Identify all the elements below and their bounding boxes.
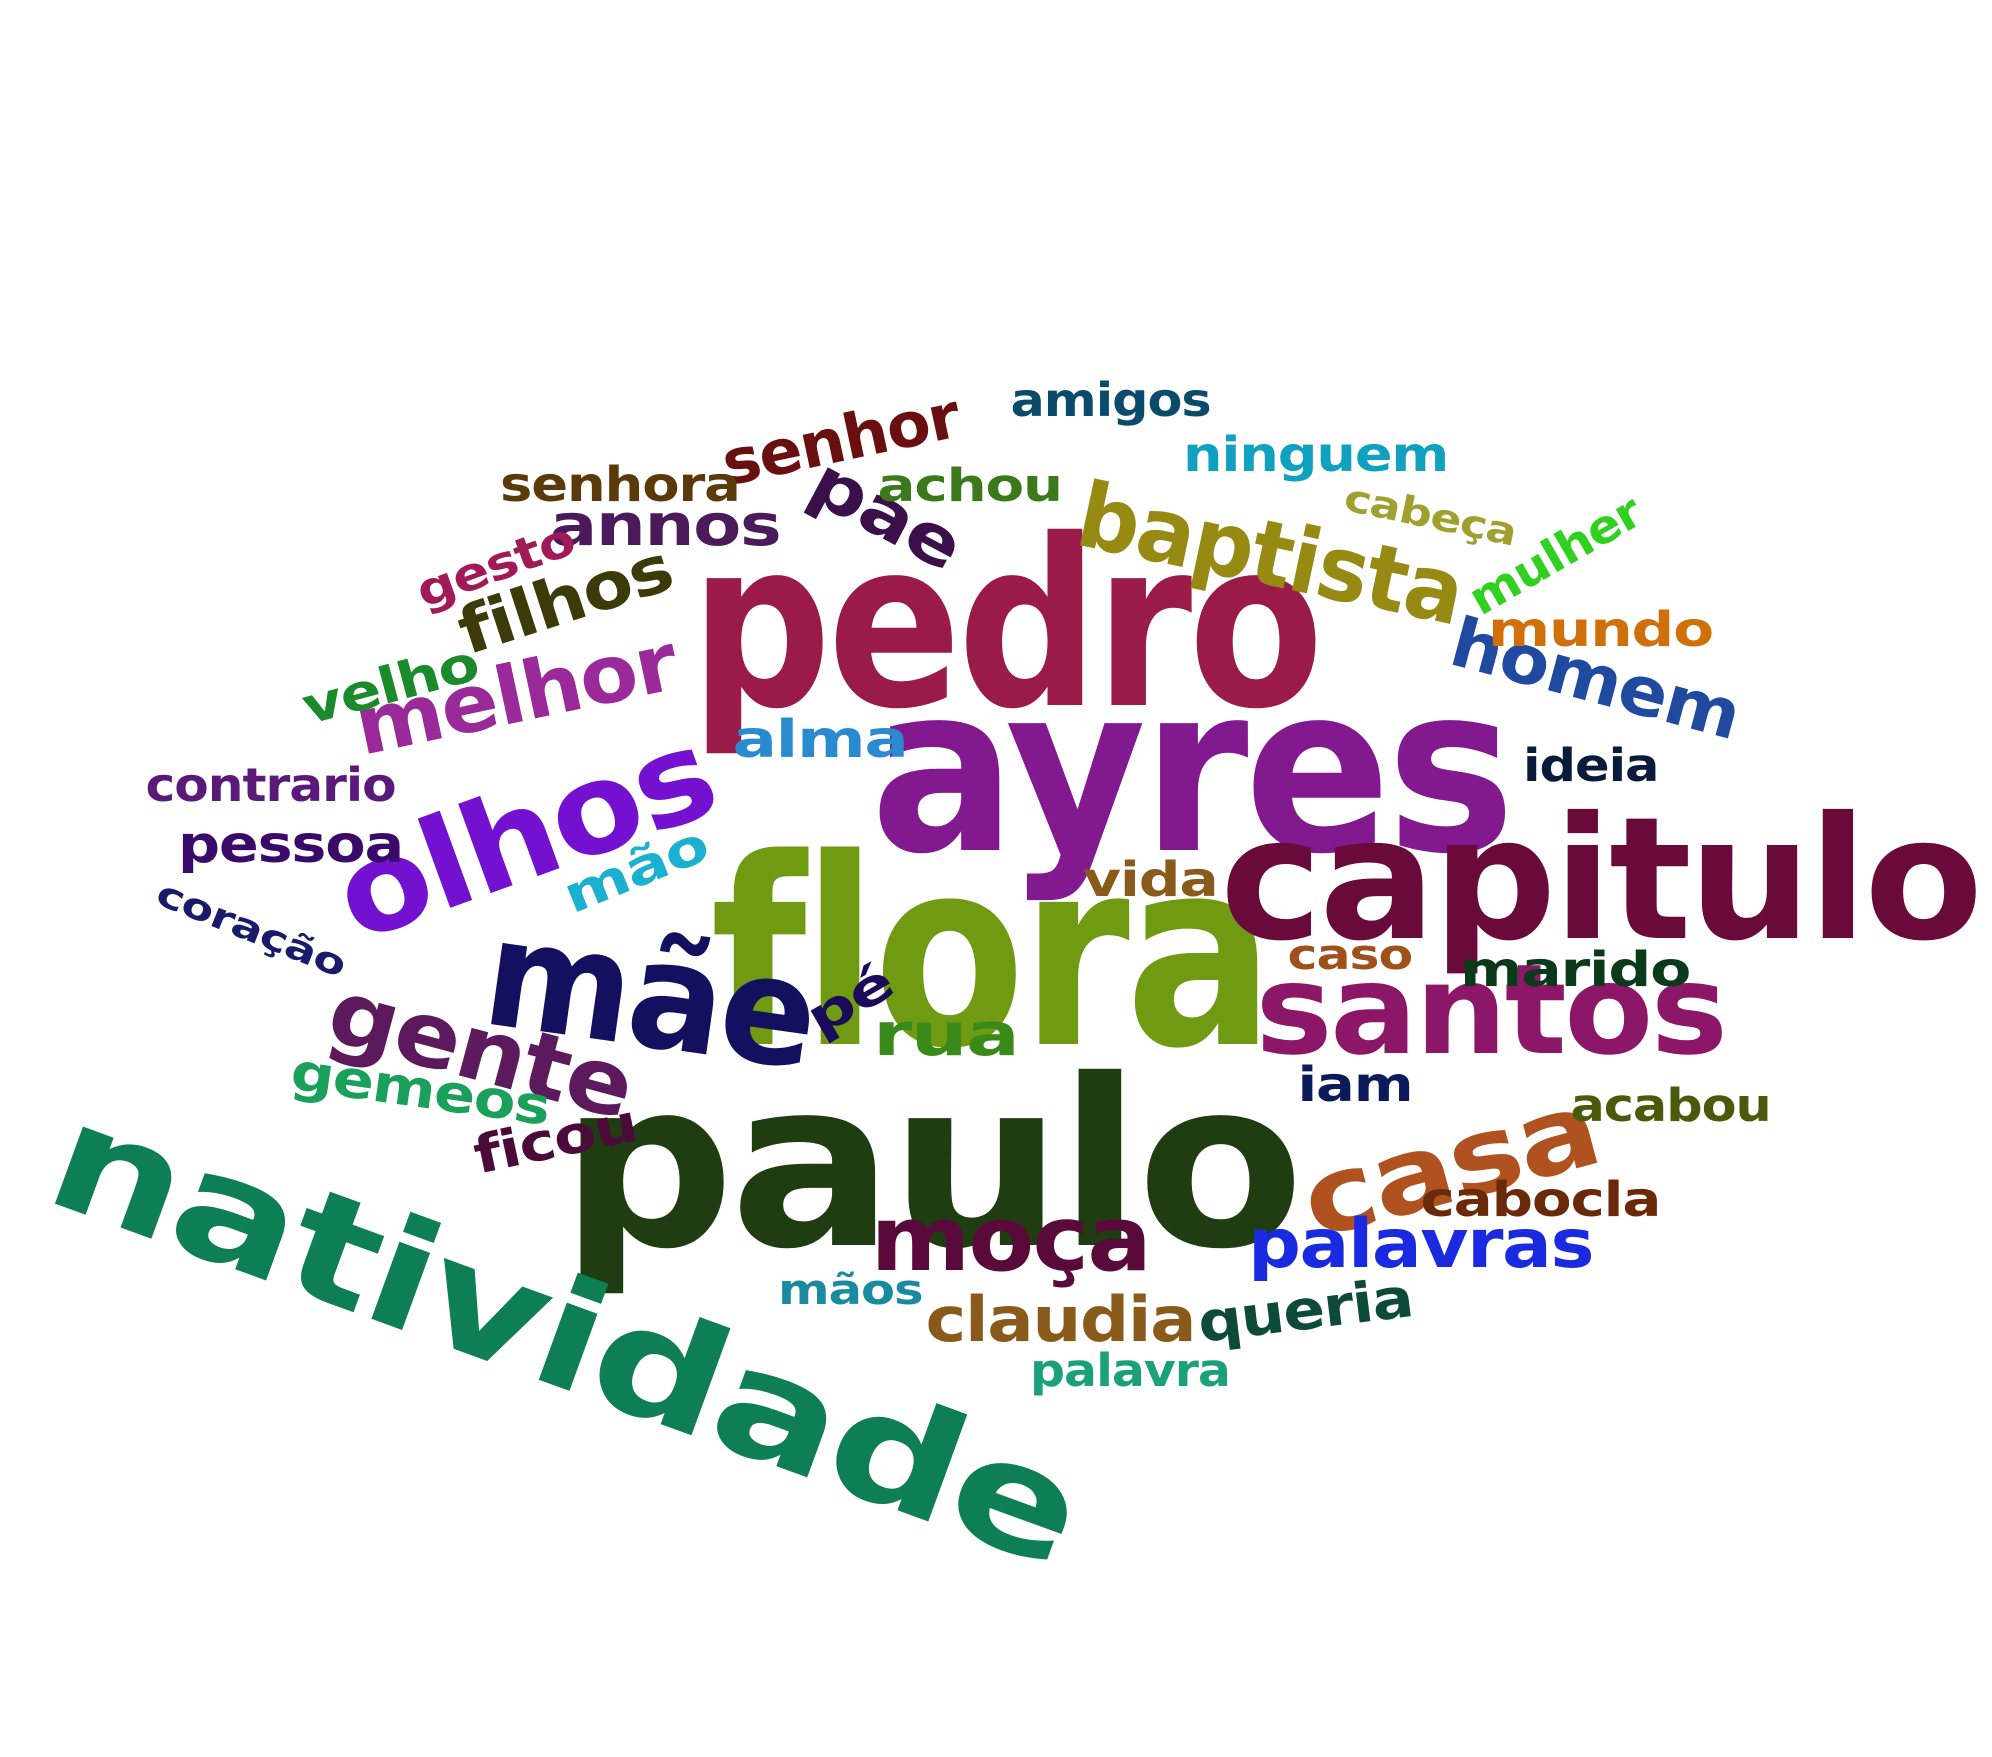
word-iam: iam: [1297, 1057, 1413, 1113]
word-annos: annos: [549, 491, 782, 559]
word-rua: rua: [872, 1000, 1019, 1070]
word-cabocla: cabocla: [1420, 1172, 1661, 1228]
word-alma: alma: [732, 710, 909, 770]
word-santos: santos: [1254, 937, 1728, 1083]
word-caso: caso: [1287, 930, 1414, 979]
word-coracao: coração: [149, 872, 352, 987]
word-pedro: pedro: [690, 490, 1324, 760]
word-ideia: ideia: [1522, 738, 1658, 792]
word-maos: mãos: [777, 1265, 924, 1314]
word-amigos: amigos: [1009, 373, 1211, 427]
word-pessoa: pessoa: [177, 815, 403, 875]
word-paulo: paulo: [560, 1030, 1304, 1300]
word-contrario: contrario: [144, 758, 396, 812]
word-ninguem: ninguem: [1182, 427, 1449, 483]
word-moca: moça: [869, 1187, 1151, 1292]
word-flora: flora: [709, 804, 1274, 1106]
word-ayres: ayres: [869, 635, 1515, 905]
word-palavra: palavra: [1029, 1343, 1231, 1397]
word-vida: vida: [1082, 852, 1219, 908]
word-capitulo: capitulo: [1219, 781, 1983, 979]
word-achou: achou: [877, 458, 1064, 512]
word-marido: marido: [1459, 942, 1691, 998]
word-acabou: acabou: [1569, 1078, 1771, 1132]
word-mundo: mundo: [1487, 602, 1714, 658]
word-palavras: palavras: [1247, 1205, 1594, 1284]
word-senhora: senhora: [500, 457, 741, 513]
word-claudia: claudia: [925, 1283, 1196, 1356]
